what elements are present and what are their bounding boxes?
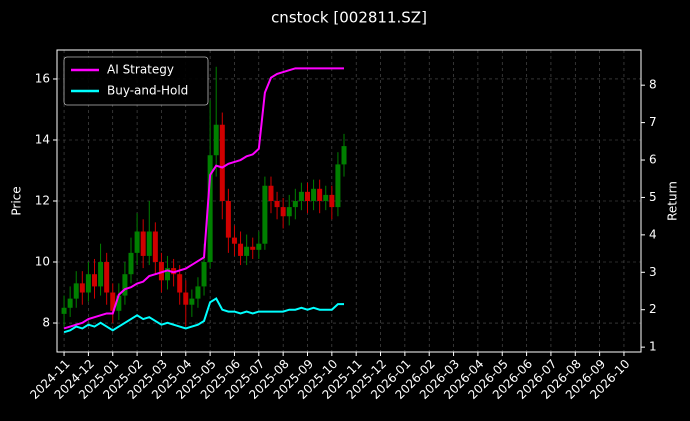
candle-body xyxy=(323,194,329,201)
legend-label: AI Strategy xyxy=(107,63,174,77)
y2-tick-label: 1 xyxy=(649,340,657,354)
candle-body xyxy=(98,262,104,287)
candle-body xyxy=(67,298,73,308)
candle-body xyxy=(104,262,110,293)
candle-body xyxy=(317,188,323,201)
candle-body xyxy=(286,207,292,217)
candle-body xyxy=(268,185,274,201)
candle-body xyxy=(304,191,310,201)
candle-body xyxy=(79,283,85,293)
candle-body xyxy=(225,201,231,238)
y-tick-label: 14 xyxy=(35,132,50,146)
line-series xyxy=(63,297,345,334)
y-tick-label: 16 xyxy=(35,71,50,85)
candle-body xyxy=(165,268,171,281)
candle-body xyxy=(85,274,91,293)
candle-body xyxy=(158,262,164,281)
candle-body xyxy=(91,274,97,287)
candle-body xyxy=(238,243,244,256)
candle-body xyxy=(335,164,341,208)
candle-body xyxy=(298,191,304,201)
y-axis-label: Price xyxy=(10,186,24,215)
candle-body xyxy=(280,207,286,217)
candle-body xyxy=(207,155,213,263)
y2-tick-label: 4 xyxy=(649,227,657,241)
candle-body xyxy=(213,124,219,156)
y2-axis-label: Return xyxy=(666,181,680,221)
candle-body xyxy=(152,231,158,263)
y2-tick-label: 3 xyxy=(649,265,657,279)
candle-body xyxy=(262,185,268,244)
y2-tick-label: 5 xyxy=(649,190,657,204)
candle-body xyxy=(189,298,195,305)
candle-body xyxy=(231,237,237,244)
candle-body xyxy=(341,146,347,165)
candle-body xyxy=(128,252,134,275)
legend-box xyxy=(63,56,209,106)
plot-frame xyxy=(56,49,642,353)
candle-body xyxy=(219,124,225,201)
y2-tick-label: 2 xyxy=(649,302,657,316)
candle-body xyxy=(201,262,207,287)
candle-body xyxy=(146,231,152,256)
y2-tick-label: 6 xyxy=(649,153,657,167)
candle-body xyxy=(244,246,250,256)
candle-body xyxy=(195,286,201,299)
candle-body xyxy=(61,307,67,314)
chart-title: cnstock [002811.SZ] xyxy=(271,9,427,27)
candle-body xyxy=(134,231,140,253)
line-series xyxy=(63,67,345,330)
legend-label: Buy-and-Hold xyxy=(107,84,188,98)
y-tick-label: 8 xyxy=(42,316,50,330)
candle-body xyxy=(274,201,280,208)
candle-body xyxy=(329,194,335,208)
candle-body xyxy=(250,246,256,250)
y-tick-label: 10 xyxy=(35,255,50,269)
candle-body xyxy=(122,274,128,296)
y-tick-label: 12 xyxy=(35,194,50,208)
candle-body xyxy=(116,295,122,311)
candle-body xyxy=(311,188,317,201)
candle-body xyxy=(73,283,79,299)
candle-body xyxy=(171,268,177,275)
candle-body xyxy=(183,292,189,305)
candle-body xyxy=(110,292,116,311)
candle-body xyxy=(140,231,146,256)
y2-tick-label: 7 xyxy=(649,115,657,129)
candle-body xyxy=(177,274,183,293)
candle-body xyxy=(256,243,262,250)
y2-tick-label: 8 xyxy=(649,78,657,92)
candle-body xyxy=(292,201,298,208)
